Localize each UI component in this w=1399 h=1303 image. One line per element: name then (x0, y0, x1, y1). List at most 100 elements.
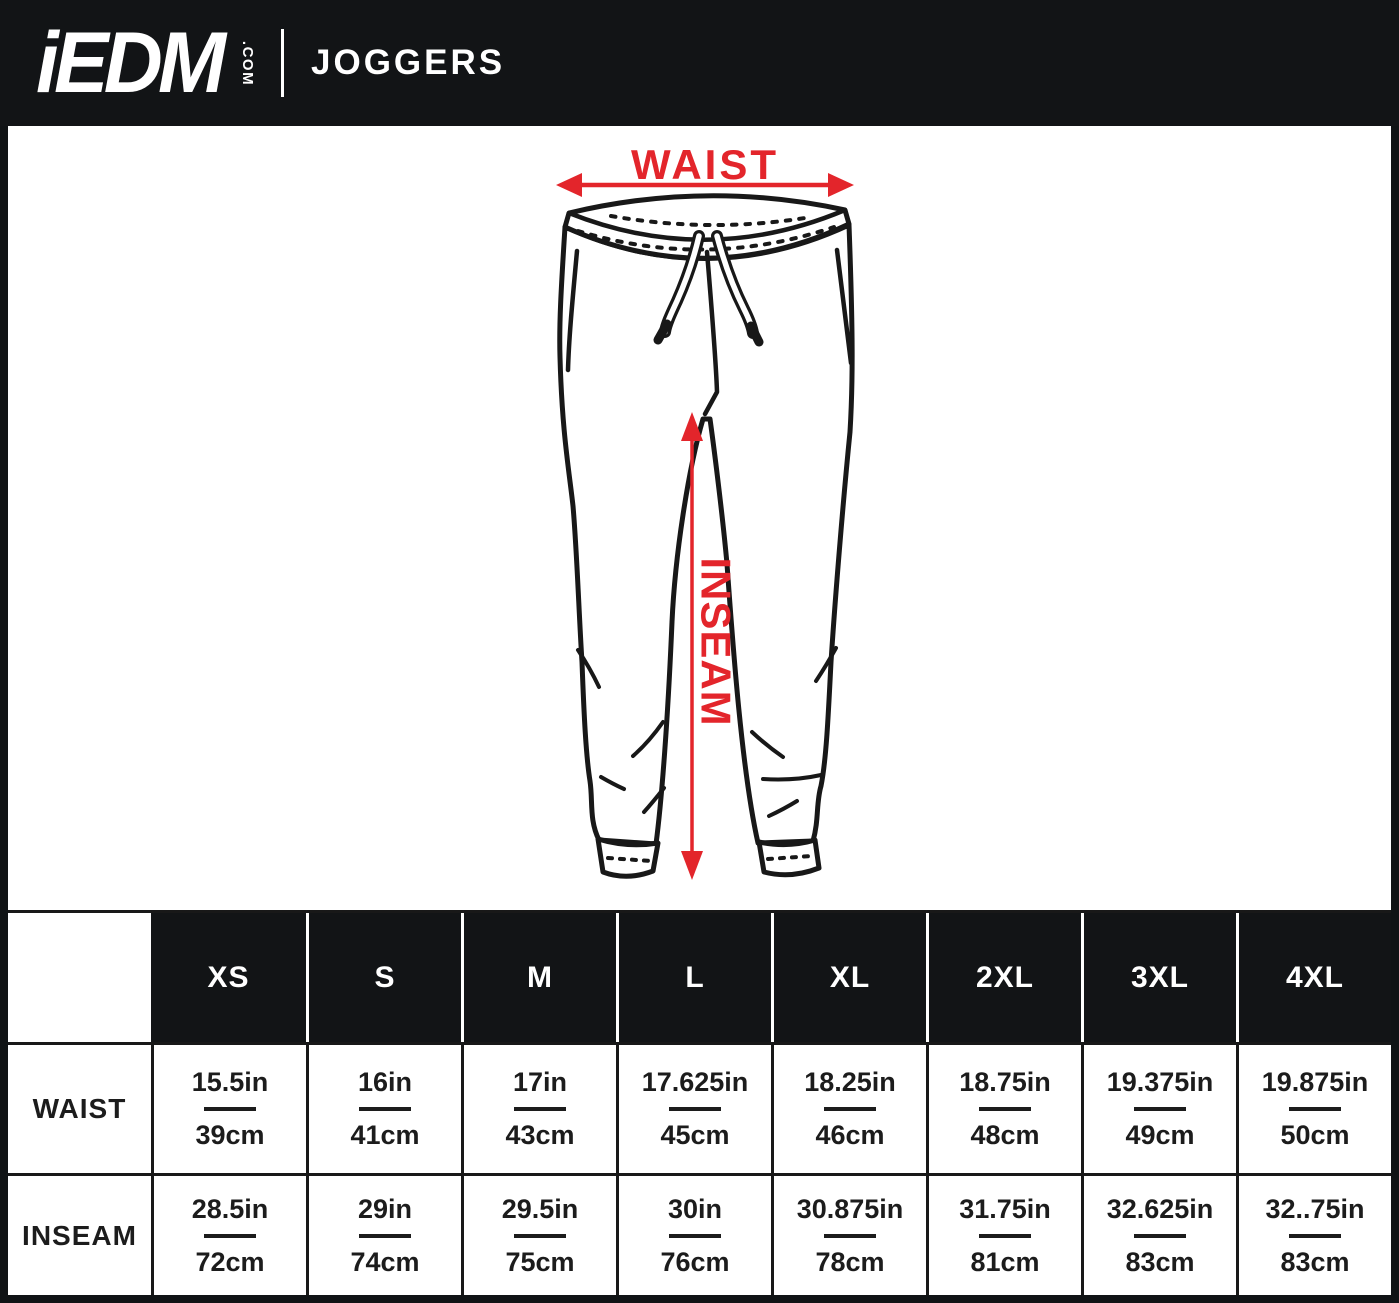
value-inches: 29in (357, 1193, 413, 1224)
table-cell: 18.75in 48cm (926, 1042, 1081, 1173)
pocket-seam-left (565, 248, 580, 373)
value-divider (204, 1233, 256, 1238)
value-cm: 75cm (505, 1246, 575, 1277)
value-divider (514, 1233, 566, 1238)
brand-logo: iEDM (36, 15, 226, 111)
value-divider (1134, 1233, 1186, 1238)
size-column-header: 3XL (1081, 913, 1236, 1042)
value-cm: 83cm (1125, 1246, 1195, 1277)
table-cell: 29in 74cm (306, 1173, 461, 1295)
content-panel: WAIST INSEAM XS S M L XL 2XL 3XL 4XL WAI… (8, 126, 1391, 1295)
header-divider (281, 29, 284, 97)
waist-measure-label: WAIST (631, 141, 779, 188)
table-cell: 29.5in 75cm (461, 1173, 616, 1295)
value-cm: 46cm (815, 1120, 885, 1150)
value-inches: 29.5in (501, 1193, 579, 1224)
value-inches: 32.625in (1106, 1193, 1214, 1224)
value-inches: 31.75in (959, 1193, 1051, 1224)
table-cell: 32..75in 83cm (1236, 1173, 1391, 1295)
inseam-measure-label: INSEAM (693, 557, 740, 726)
waist-arrow (556, 173, 854, 197)
value-divider (1289, 1233, 1341, 1238)
value-cm: 49cm (1125, 1120, 1195, 1150)
value-inches: 15.5in (191, 1067, 269, 1097)
waistband-rim (566, 207, 848, 242)
value-divider (979, 1233, 1031, 1238)
table-cell: 18.25in 46cm (771, 1042, 926, 1173)
waistband-stitching-back (609, 214, 807, 227)
value-divider (824, 1233, 876, 1238)
value-inches: 30.875in (796, 1193, 904, 1224)
value-divider (359, 1107, 411, 1111)
value-divider (359, 1233, 411, 1238)
brand-tld-box: .COM (235, 26, 261, 100)
value-divider (979, 1107, 1031, 1111)
fabric-creases (576, 646, 838, 818)
cuff-left-stitching (606, 856, 653, 863)
joggers-body-outline (557, 222, 855, 847)
value-inches: 16in (357, 1067, 413, 1097)
value-inches: 30in (667, 1193, 723, 1224)
value-cm: 45cm (660, 1120, 730, 1150)
value-cm: 50cm (1280, 1120, 1350, 1150)
table-cell: 17.625in 45cm (616, 1042, 771, 1173)
page-title: JOGGERS (311, 43, 506, 82)
value-cm: 74cm (350, 1246, 420, 1277)
size-column-header: XL (771, 913, 926, 1042)
table-cell: 31.75in 81cm (926, 1173, 1081, 1295)
size-column-header: M (461, 913, 616, 1042)
row-label-inseam: INSEAM (8, 1173, 151, 1295)
joggers-measurement-diagram: WAIST INSEAM (556, 141, 855, 880)
size-table-corner-cell (8, 913, 151, 1042)
cuff-right (756, 837, 822, 878)
table-cell: 19.875in 50cm (1236, 1042, 1391, 1173)
value-inches: 28.5in (191, 1193, 269, 1224)
cuff-right-stitching (766, 854, 814, 861)
table-cell: 15.5in 39cm (151, 1042, 306, 1173)
size-column-header: S (306, 913, 461, 1042)
inseam-arrow (681, 412, 703, 880)
table-cell: 30.875in 78cm (771, 1173, 926, 1295)
value-inches: 17in (512, 1067, 568, 1097)
pocket-seam-right (834, 247, 854, 366)
header-bar: iEDM .COM JOGGERS (0, 0, 1399, 126)
table-cell: 17in 43cm (461, 1042, 616, 1173)
size-column-header: 4XL (1236, 913, 1391, 1042)
value-cm: 72cm (195, 1246, 265, 1277)
value-inches: 32..75in (1265, 1193, 1365, 1224)
value-inches: 18.25in (804, 1067, 896, 1097)
value-divider (824, 1107, 876, 1111)
value-divider (669, 1107, 721, 1111)
row-label-waist: WAIST (8, 1042, 151, 1173)
size-column-header: 2XL (926, 913, 1081, 1042)
size-column-header: L (616, 913, 771, 1042)
table-cell: 32.625in 83cm (1081, 1173, 1236, 1295)
value-divider (1134, 1107, 1186, 1111)
value-cm: 78cm (815, 1246, 885, 1277)
value-divider (1289, 1107, 1341, 1111)
value-inches: 19.875in (1261, 1067, 1369, 1097)
size-table: XS S M L XL 2XL 3XL 4XL WAIST 15.5in 39c… (8, 910, 1391, 1295)
value-cm: 43cm (505, 1120, 575, 1150)
fly-seam (702, 249, 720, 417)
value-divider (669, 1233, 721, 1238)
value-inches: 17.625in (641, 1067, 749, 1097)
value-cm: 41cm (350, 1120, 420, 1150)
drawstring (653, 230, 764, 347)
value-cm: 83cm (1280, 1246, 1350, 1277)
value-cm: 76cm (660, 1246, 730, 1277)
value-cm: 81cm (970, 1246, 1040, 1277)
table-cell: 19.375in 49cm (1081, 1042, 1236, 1173)
table-cell: 30in 76cm (616, 1173, 771, 1295)
table-cell: 28.5in 72cm (151, 1173, 306, 1295)
value-divider (514, 1107, 566, 1111)
value-inches: 18.75in (959, 1067, 1051, 1097)
cuff-left (595, 836, 661, 879)
table-cell: 16in 41cm (306, 1042, 461, 1173)
value-divider (204, 1107, 256, 1111)
value-cm: 39cm (195, 1120, 265, 1150)
brand-tld: .COM (239, 40, 257, 86)
size-column-header: XS (151, 913, 306, 1042)
value-inches: 19.375in (1106, 1067, 1214, 1097)
value-cm: 48cm (970, 1120, 1040, 1150)
